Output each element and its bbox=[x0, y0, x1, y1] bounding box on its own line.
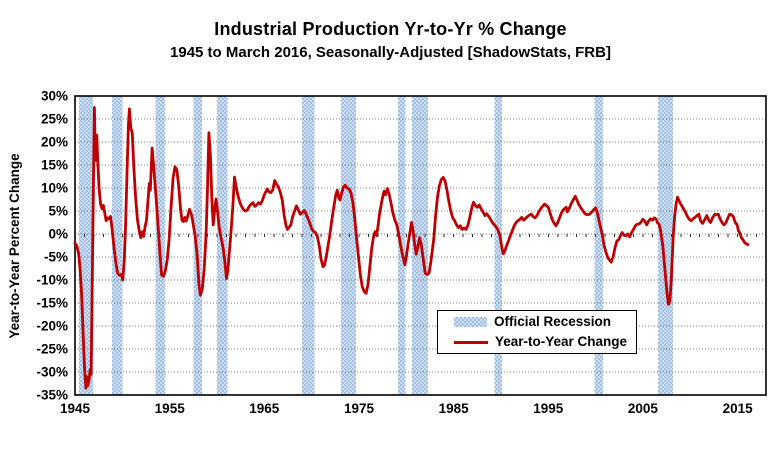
legend-item-recession: Official Recession bbox=[454, 314, 636, 330]
legend-item-line: Year-to-Year Change bbox=[454, 334, 636, 350]
svg-text:1945: 1945 bbox=[60, 401, 91, 416]
svg-text:1975: 1975 bbox=[344, 401, 375, 416]
svg-text:-35%: -35% bbox=[36, 388, 68, 403]
svg-text:1995: 1995 bbox=[533, 401, 564, 416]
svg-text:25%: 25% bbox=[41, 112, 68, 127]
line-swatch-icon bbox=[454, 340, 488, 344]
svg-text:-25%: -25% bbox=[36, 342, 68, 357]
svg-text:1965: 1965 bbox=[249, 401, 280, 416]
legend: Official Recession Year-to-Year Change bbox=[437, 310, 637, 354]
svg-text:1985: 1985 bbox=[439, 401, 470, 416]
legend-label-line: Year-to-Year Change bbox=[495, 334, 628, 349]
svg-text:1955: 1955 bbox=[155, 401, 186, 416]
svg-text:0%: 0% bbox=[48, 227, 68, 242]
svg-text:15%: 15% bbox=[41, 158, 68, 173]
svg-text:30%: 30% bbox=[41, 89, 68, 104]
legend-label-recession: Official Recession bbox=[494, 314, 612, 329]
chart-subtitle: 1945 to March 2016, Seasonally-Adjusted … bbox=[170, 44, 611, 61]
svg-text:5%: 5% bbox=[48, 204, 68, 219]
y-axis-labels: 30% 25% 20% 15% 10% 5% 0% -5% -10% -15% -20% -25% -3… bbox=[36, 89, 68, 403]
svg-text:2005: 2005 bbox=[628, 401, 659, 416]
svg-text:-10%: -10% bbox=[36, 273, 68, 288]
data-line bbox=[73, 106, 750, 390]
svg-text:-15%: -15% bbox=[36, 296, 68, 311]
svg-text:-20%: -20% bbox=[36, 319, 68, 334]
svg-text:-5%: -5% bbox=[44, 250, 68, 265]
svg-text:2015: 2015 bbox=[723, 401, 754, 416]
svg-text:-30%: -30% bbox=[36, 365, 68, 380]
svg-text:10%: 10% bbox=[41, 181, 68, 196]
x-axis-labels: 1945 1955 1965 1975 1985 1995 2005 2015 bbox=[60, 401, 753, 416]
gridlines bbox=[75, 118, 766, 373]
chart-title: Industrial Production Yr-to-Yr % Change bbox=[214, 19, 567, 39]
svg-text:20%: 20% bbox=[41, 135, 68, 150]
recession-swatch-icon bbox=[454, 317, 487, 327]
